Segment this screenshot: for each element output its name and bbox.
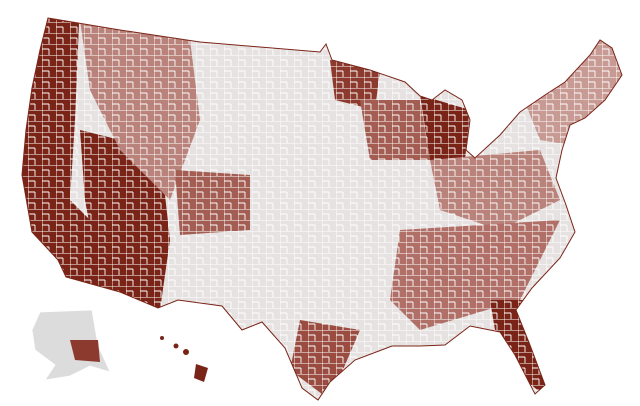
alaska [31, 309, 111, 381]
hawaii-island [183, 349, 189, 355]
alaska-region [70, 340, 100, 362]
hawaii-island [160, 336, 164, 340]
mainland-outline [21, 17, 623, 401]
hawaii [160, 336, 208, 382]
hawaii-island [173, 343, 179, 349]
hawaii-island [194, 364, 208, 382]
